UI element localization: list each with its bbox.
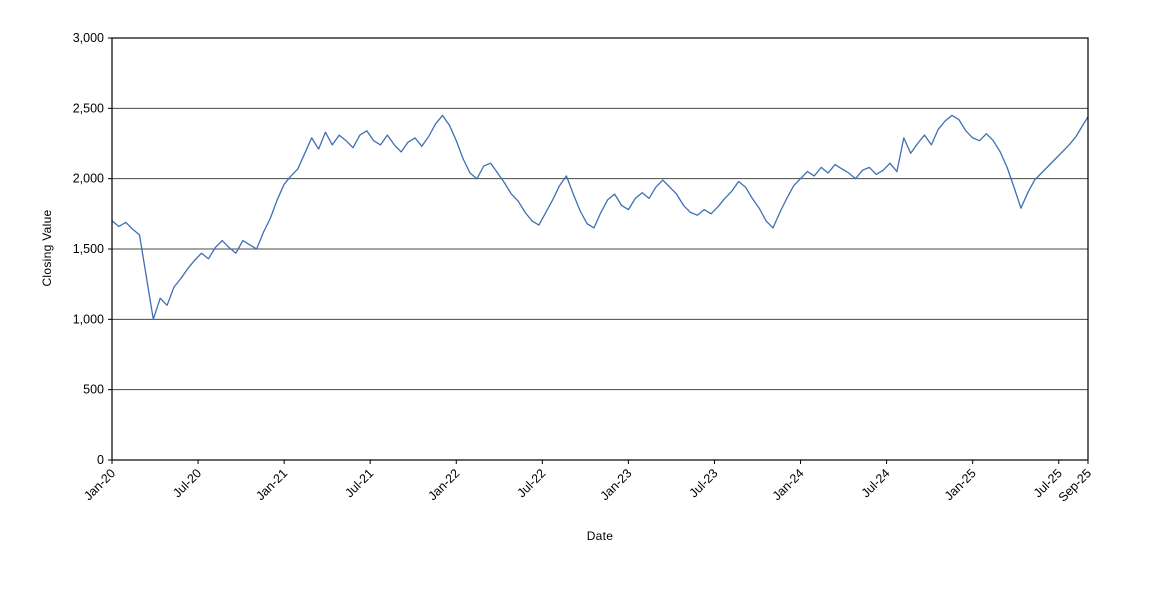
- x-tick-label: Jan-24: [770, 466, 807, 503]
- y-axis-title: Closing Value: [40, 209, 54, 287]
- x-tick-label: Jan-20: [81, 466, 118, 503]
- x-tick-label: Jul-22: [514, 466, 548, 500]
- y-tick-label: 1,500: [73, 242, 104, 256]
- y-tick-label: 500: [83, 383, 104, 397]
- x-tick-label: Sep-25: [1056, 466, 1094, 504]
- y-tick-label: 1,000: [73, 312, 104, 326]
- y-tick-label: 2,000: [73, 172, 104, 186]
- x-tick-label: Jan-25: [942, 466, 979, 503]
- x-axis-title: Date: [586, 529, 614, 543]
- x-tick-label: Jul-23: [687, 466, 721, 500]
- x-tick-label: Jul-21: [342, 466, 376, 500]
- x-tick-label: Jan-22: [425, 466, 462, 503]
- y-tick-label: 3,000: [73, 31, 104, 45]
- y-tick-label: 0: [97, 453, 104, 467]
- y-tick-label: 2,500: [73, 101, 104, 115]
- x-tick-label: Jan-21: [253, 466, 290, 503]
- x-tick-label: Jul-20: [170, 466, 204, 500]
- x-tick-label: Jul-24: [859, 466, 893, 500]
- series-line: [111, 114, 1089, 320]
- x-tick-label: Jan-23: [598, 466, 635, 503]
- plot-border: [111, 37, 1089, 461]
